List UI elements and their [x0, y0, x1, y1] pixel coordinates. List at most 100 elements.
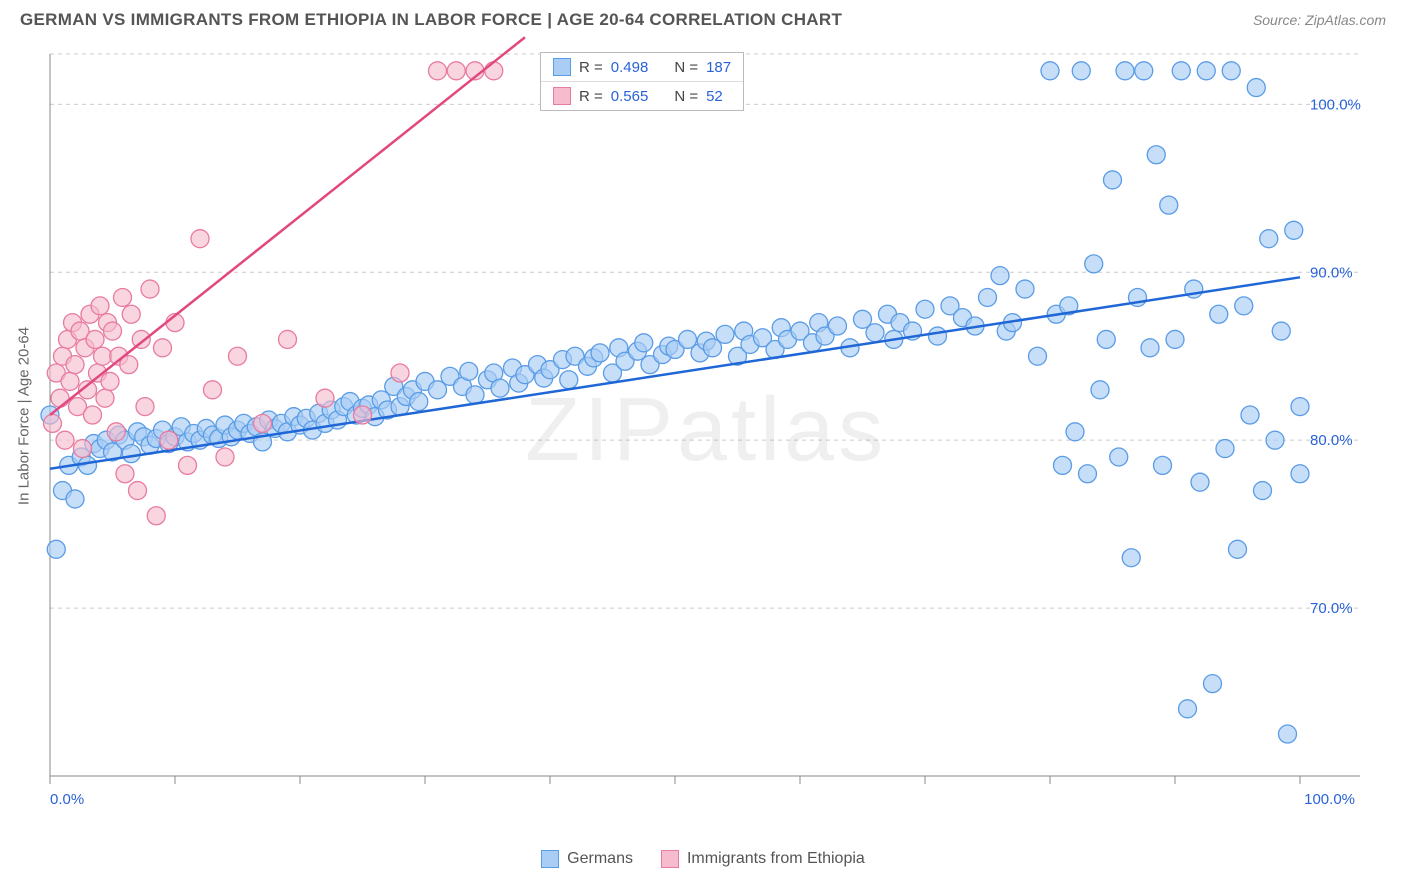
stats-r-value: 0.498 — [611, 59, 649, 76]
plot-area: In Labor Force | Age 20-64 70.0%80.0%90.… — [0, 36, 1406, 846]
data-point — [79, 456, 97, 474]
data-point — [66, 490, 84, 508]
data-point — [1066, 423, 1084, 441]
data-point — [1279, 725, 1297, 743]
data-point — [1272, 322, 1290, 340]
legend-item: Germans — [541, 850, 633, 868]
data-point — [101, 372, 119, 390]
x-tick-label: 0.0% — [50, 791, 84, 808]
data-point — [1079, 465, 1097, 483]
data-point — [1116, 62, 1134, 80]
data-point — [1160, 196, 1178, 214]
data-point — [1241, 406, 1259, 424]
data-point — [154, 339, 172, 357]
data-point — [122, 445, 140, 463]
data-point — [1072, 62, 1090, 80]
source-value: ZipAtlas.com — [1305, 12, 1386, 28]
data-point — [44, 414, 62, 432]
data-point — [460, 362, 478, 380]
stats-r-label: R = — [579, 59, 603, 76]
data-point — [61, 372, 79, 390]
data-point — [635, 334, 653, 352]
data-point — [1266, 431, 1284, 449]
data-point — [866, 324, 884, 342]
data-point — [929, 327, 947, 345]
data-point — [1247, 79, 1265, 97]
data-point — [1235, 297, 1253, 315]
data-point — [1147, 146, 1165, 164]
stats-n-label: N = — [674, 88, 698, 105]
x-tick-label: 100.0% — [1304, 791, 1355, 808]
data-point — [1135, 62, 1153, 80]
data-point — [147, 507, 165, 525]
header: GERMAN VS IMMIGRANTS FROM ETHIOPIA IN LA… — [0, 0, 1406, 36]
data-point — [1229, 540, 1247, 558]
trend-line — [50, 37, 525, 415]
data-point — [1204, 675, 1222, 693]
data-point — [1041, 62, 1059, 80]
data-point — [1191, 473, 1209, 491]
data-point — [279, 330, 297, 348]
data-point — [74, 440, 92, 458]
data-point — [447, 62, 465, 80]
data-point — [254, 414, 272, 432]
data-point — [466, 386, 484, 404]
data-point — [979, 288, 997, 306]
data-point — [56, 431, 74, 449]
stats-legend-box: R = 0.498 N = 187 R =0.565N = 52 — [540, 52, 744, 111]
data-point — [1179, 700, 1197, 718]
stats-swatch — [553, 87, 571, 105]
data-point — [560, 371, 578, 389]
stats-r-label: R = — [579, 88, 603, 105]
data-point — [716, 325, 734, 343]
stats-n-label: N = — [674, 59, 698, 76]
data-point — [136, 398, 154, 416]
y-tick-label: 90.0% — [1310, 264, 1353, 281]
data-point — [116, 465, 134, 483]
data-point — [485, 62, 503, 80]
legend-swatch — [541, 850, 559, 868]
data-point — [66, 356, 84, 374]
data-point — [204, 381, 222, 399]
data-point — [96, 389, 114, 407]
data-point — [1210, 305, 1228, 323]
data-point — [132, 330, 150, 348]
y-tick-label: 70.0% — [1310, 600, 1353, 617]
data-point — [129, 482, 147, 500]
stats-n-value: 187 — [706, 59, 731, 76]
data-point — [51, 389, 69, 407]
data-point — [354, 406, 372, 424]
data-point — [410, 393, 428, 411]
data-point — [1091, 381, 1109, 399]
data-point — [84, 406, 102, 424]
data-point — [1154, 456, 1172, 474]
data-point — [191, 230, 209, 248]
data-point — [1141, 339, 1159, 357]
data-point — [991, 267, 1009, 285]
y-tick-label: 100.0% — [1310, 96, 1361, 113]
data-point — [391, 364, 409, 382]
data-point — [1097, 330, 1115, 348]
data-point — [179, 456, 197, 474]
data-point — [1291, 465, 1309, 483]
data-point — [47, 540, 65, 558]
data-point — [1254, 482, 1272, 500]
data-point — [86, 330, 104, 348]
data-point — [160, 431, 178, 449]
data-point — [107, 423, 125, 441]
data-point — [1285, 221, 1303, 239]
data-point — [229, 347, 247, 365]
data-point — [1029, 347, 1047, 365]
chart-svg: 70.0%80.0%90.0%100.0%0.0%100.0% — [0, 36, 1406, 846]
data-point — [1172, 62, 1190, 80]
data-point — [1110, 448, 1128, 466]
stats-n-value: 52 — [706, 88, 723, 105]
chart-title: GERMAN VS IMMIGRANTS FROM ETHIOPIA IN LA… — [20, 10, 842, 30]
stats-row: R =0.565N = 52 — [541, 81, 743, 110]
stats-swatch — [553, 58, 571, 76]
legend-swatch — [661, 850, 679, 868]
data-point — [104, 322, 122, 340]
data-point — [1222, 62, 1240, 80]
legend-label: Germans — [567, 850, 633, 868]
data-point — [1054, 456, 1072, 474]
